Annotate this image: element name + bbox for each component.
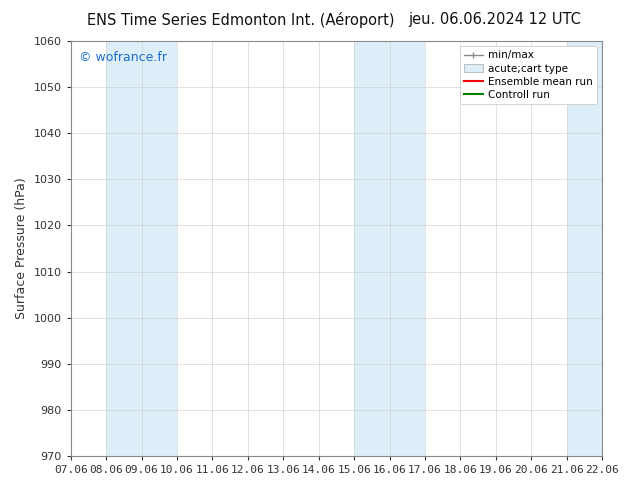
Y-axis label: Surface Pressure (hPa): Surface Pressure (hPa) xyxy=(15,178,28,319)
Bar xyxy=(567,41,602,456)
Bar xyxy=(354,41,425,456)
Text: ENS Time Series Edmonton Int. (Aéroport): ENS Time Series Edmonton Int. (Aéroport) xyxy=(87,12,395,28)
Bar xyxy=(106,41,177,456)
Text: © wofrance.fr: © wofrance.fr xyxy=(79,51,167,64)
Legend: min/max, acute;cart type, Ensemble mean run, Controll run: min/max, acute;cart type, Ensemble mean … xyxy=(460,46,597,104)
Text: jeu. 06.06.2024 12 UTC: jeu. 06.06.2024 12 UTC xyxy=(408,12,581,27)
